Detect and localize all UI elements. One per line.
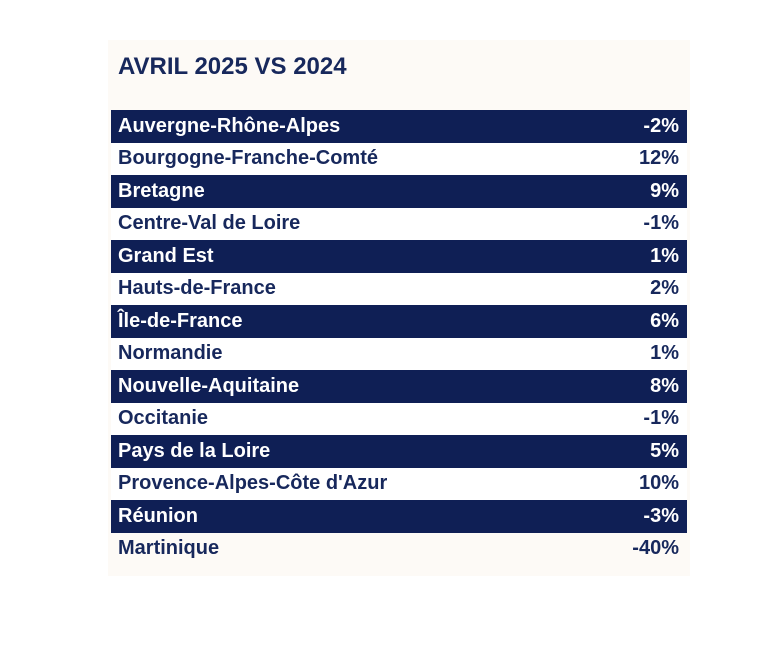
percent-change: -2% <box>643 114 679 137</box>
region-name: Martinique <box>118 537 220 560</box>
region-name: Réunion <box>118 504 198 527</box>
percent-change: 2% <box>650 277 679 300</box>
region-name: Centre-Val de Loire <box>118 212 301 235</box>
region-name: Bretagne <box>118 179 205 202</box>
table-row: Provence-Alpes-Côte d'Azur 10% <box>111 467 687 500</box>
table-row: Réunion -3% <box>111 500 687 533</box>
table-row: Occitanie -1% <box>111 402 687 435</box>
percent-change: -3% <box>643 504 679 527</box>
region-name: Hauts-de-France <box>118 277 276 300</box>
percent-change: 1% <box>650 342 679 365</box>
table-row: Bourgogne-Franche-Comté 12% <box>111 142 687 175</box>
table-row: Auvergne-Rhône-Alpes -2% <box>111 110 687 143</box>
percent-change: 1% <box>650 244 679 267</box>
table-row: Centre-Val de Loire -1% <box>111 207 687 240</box>
percent-change: 8% <box>650 374 679 397</box>
region-name: Nouvelle-Aquitaine <box>118 374 300 397</box>
region-name: Bourgogne-Franche-Comté <box>118 147 378 170</box>
table-row: Martinique -40% <box>111 532 687 565</box>
table-row: Bretagne 9% <box>111 175 687 208</box>
percent-change: -40% <box>632 537 679 560</box>
chart-title: AVRIL 2025 VS 2024 <box>118 53 347 80</box>
percent-change: -1% <box>643 212 679 235</box>
region-name: Provence-Alpes-Côte d'Azur <box>118 472 388 495</box>
table-row: Île-de-France 6% <box>111 305 687 338</box>
percent-change: 10% <box>638 472 679 495</box>
table-row: Hauts-de-France 2% <box>111 272 687 305</box>
region-name: Grand Est <box>118 244 214 267</box>
percent-change: 12% <box>638 147 679 170</box>
table-row: Grand Est 1% <box>111 240 687 273</box>
region-name: Pays de la Loire <box>118 439 271 462</box>
region-name: Occitanie <box>118 407 209 430</box>
percent-change: 5% <box>650 439 679 462</box>
percent-change: 6% <box>650 309 679 332</box>
percent-change: -1% <box>643 407 679 430</box>
percent-change: 9% <box>650 179 679 202</box>
region-name: Normandie <box>118 342 223 365</box>
table-row: Normandie 1% <box>111 337 687 370</box>
region-name: Île-de-France <box>118 309 243 332</box>
table-row: Pays de la Loire 5% <box>111 435 687 468</box>
table-row: Nouvelle-Aquitaine 8% <box>111 370 687 403</box>
region-name: Auvergne-Rhône-Alpes <box>118 114 341 137</box>
regional-change-table: Auvergne-Rhône-Alpes -2% Bourgogne-Franche… <box>111 110 687 565</box>
